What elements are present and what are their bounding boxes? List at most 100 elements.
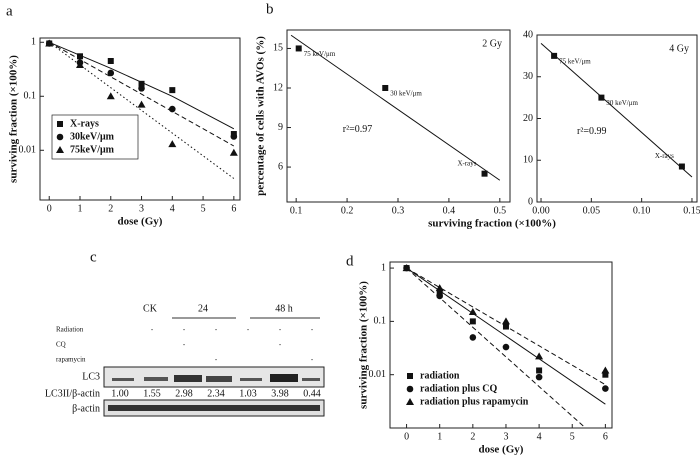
y-tick-label: 0 <box>528 196 533 207</box>
marker <box>602 371 609 378</box>
marker <box>382 84 389 91</box>
legend-label: radiation <box>420 370 460 381</box>
plot-frame <box>286 29 511 203</box>
marker <box>56 146 64 153</box>
point-label: 75 keV/μm <box>559 57 591 65</box>
y-tick-label: 0.1 <box>374 316 387 327</box>
x-tick-label: 0.1 <box>290 205 303 216</box>
ratio: 0.44 <box>303 388 321 399</box>
x-tick-label: 0 <box>47 203 52 214</box>
x-axis-label: dose (Gy) <box>479 444 524 456</box>
band <box>270 374 298 382</box>
point-label: X-rays <box>457 159 476 167</box>
plot-frame <box>389 261 613 429</box>
marker <box>76 60 84 68</box>
marker <box>535 352 544 360</box>
legend-frame <box>51 114 139 160</box>
marker <box>168 140 177 148</box>
sign: - <box>279 341 282 349</box>
blot: CK 24 48 h LC3 β-actin LC3II/β-actin <box>45 303 325 417</box>
y-axis-label: surviving fraction (×100%) <box>8 55 20 183</box>
marker <box>601 366 610 374</box>
point-label: X-rays <box>655 152 674 160</box>
marker <box>502 343 510 351</box>
marker <box>469 318 476 325</box>
panel-letter: a <box>6 3 13 19</box>
marker <box>229 148 238 156</box>
x-tick-label: 0.4 <box>443 205 456 216</box>
marker <box>138 85 145 92</box>
marker <box>169 87 176 94</box>
dose-label: 4 Gy <box>669 43 689 54</box>
x-tick-label: 0.15 <box>683 205 700 216</box>
x-tick-label: 0.2 <box>341 205 354 216</box>
row-label: Radiation <box>56 326 84 334</box>
y-tick-label: 40 <box>523 29 533 40</box>
y-tick-label: 30 <box>523 71 533 82</box>
marker <box>536 367 543 374</box>
sign: - <box>215 356 218 364</box>
marker <box>407 373 413 379</box>
y-axis-label: surviving fraction (×100%) <box>358 281 370 409</box>
marker <box>77 53 83 60</box>
marker <box>106 92 115 100</box>
marker <box>436 292 444 300</box>
x-tick-label: 6 <box>603 431 608 442</box>
x-tick-label: 5 <box>201 203 206 214</box>
marker <box>402 264 411 272</box>
sign: - <box>311 356 314 364</box>
panel-letter: c <box>90 249 97 265</box>
r2-label: r²=0.97 <box>343 124 372 135</box>
marker <box>45 39 54 47</box>
marker <box>551 52 558 59</box>
band-label: β-actin <box>72 403 100 414</box>
point-label: 75 keV/μm <box>304 50 336 58</box>
marker <box>435 284 444 292</box>
dose-label: 2 Gy <box>482 38 502 49</box>
marker <box>481 170 488 177</box>
band <box>240 378 262 381</box>
group-label: 48 h <box>275 303 293 314</box>
marker <box>230 133 238 140</box>
y-tick-label: 20 <box>523 113 533 124</box>
panel-letter: b <box>266 1 274 17</box>
legend-label: radiation plus CQ <box>420 383 497 394</box>
ratio-label: LC3II/β-actin <box>45 388 100 399</box>
point-label: 30 keV/μm <box>390 90 422 98</box>
y-tick-label: 6 <box>278 161 283 172</box>
ratio: 1.00 <box>111 388 129 399</box>
band <box>174 375 202 382</box>
plot-frame <box>39 37 241 201</box>
y-tick-label: 15 <box>273 43 283 54</box>
marker <box>138 80 145 87</box>
legend-label: X-rays <box>70 118 99 129</box>
fit-line <box>290 34 501 181</box>
sign: - <box>311 326 314 334</box>
marker <box>295 45 302 52</box>
marker <box>137 100 146 108</box>
x-tick-label: 4 <box>170 203 175 214</box>
x-tick-label: 6 <box>231 203 236 214</box>
fit-line <box>540 42 693 178</box>
x-tick-label: 0.00 <box>532 205 550 216</box>
sign: - <box>151 326 154 334</box>
x-tick-label: 1 <box>78 203 83 214</box>
y-tick-label: 12 <box>273 82 283 93</box>
marker <box>169 105 176 113</box>
marker <box>602 385 609 392</box>
point-label: 30 keV/μm <box>606 99 638 107</box>
fit-line <box>406 267 606 386</box>
x-tick-label: 3 <box>503 431 508 442</box>
y-tick-label: 0.01 <box>19 145 37 156</box>
bands <box>108 374 320 411</box>
r2-label: r²=0.99 <box>577 126 606 137</box>
marker <box>468 307 477 315</box>
y-tick-label: 1 <box>381 262 386 273</box>
marker <box>107 69 115 77</box>
marker <box>406 398 414 405</box>
marker <box>598 94 605 101</box>
marker <box>535 373 543 381</box>
y-tick-label: 0.1 <box>24 91 37 102</box>
band <box>302 378 320 381</box>
